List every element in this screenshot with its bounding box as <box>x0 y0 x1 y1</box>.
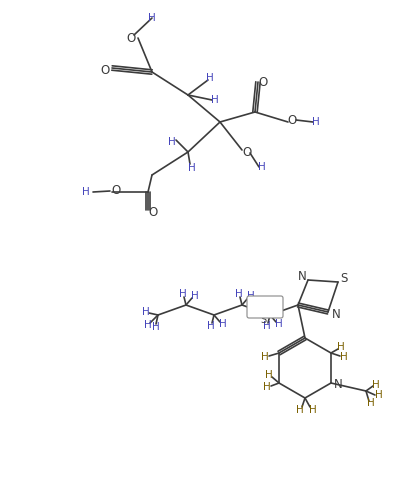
Text: O: O <box>100 63 109 76</box>
Text: H: H <box>168 137 176 147</box>
Text: H: H <box>375 390 383 400</box>
Text: H: H <box>144 320 152 330</box>
Text: H: H <box>179 289 187 299</box>
Text: H: H <box>263 382 271 392</box>
Text: H: H <box>340 352 348 362</box>
Text: H: H <box>247 291 255 301</box>
Text: H: H <box>263 321 271 331</box>
Text: H: H <box>265 370 273 380</box>
Text: H: H <box>258 162 266 172</box>
Text: O: O <box>287 114 297 126</box>
Text: H: H <box>275 319 283 329</box>
Text: H: H <box>142 307 150 317</box>
Text: O: O <box>112 185 121 197</box>
Text: H: H <box>82 187 90 197</box>
Text: H: H <box>312 117 320 127</box>
Text: H: H <box>309 405 317 415</box>
Text: H: H <box>148 13 156 23</box>
Text: S: S <box>340 272 348 286</box>
Text: S: S <box>260 315 266 325</box>
Text: H: H <box>191 291 199 301</box>
Text: O: O <box>259 75 267 88</box>
Text: N: N <box>298 270 306 284</box>
Text: O: O <box>242 145 252 159</box>
Text: H: H <box>211 95 219 105</box>
Text: H: H <box>261 352 269 362</box>
Text: H: H <box>337 342 345 352</box>
Text: H: H <box>152 322 160 332</box>
Text: H: H <box>206 73 214 83</box>
FancyBboxPatch shape <box>247 296 283 318</box>
Text: H: H <box>188 163 196 173</box>
Text: H: H <box>367 398 375 408</box>
Text: H: H <box>235 289 243 299</box>
Text: H: H <box>207 321 215 331</box>
Text: Abs: Abs <box>255 302 275 312</box>
Text: N: N <box>334 378 342 391</box>
Text: H: H <box>219 319 227 329</box>
Text: O: O <box>126 33 136 46</box>
Text: H: H <box>372 380 380 390</box>
Text: O: O <box>148 205 158 219</box>
Text: N: N <box>332 308 341 320</box>
Text: H: H <box>296 405 304 415</box>
